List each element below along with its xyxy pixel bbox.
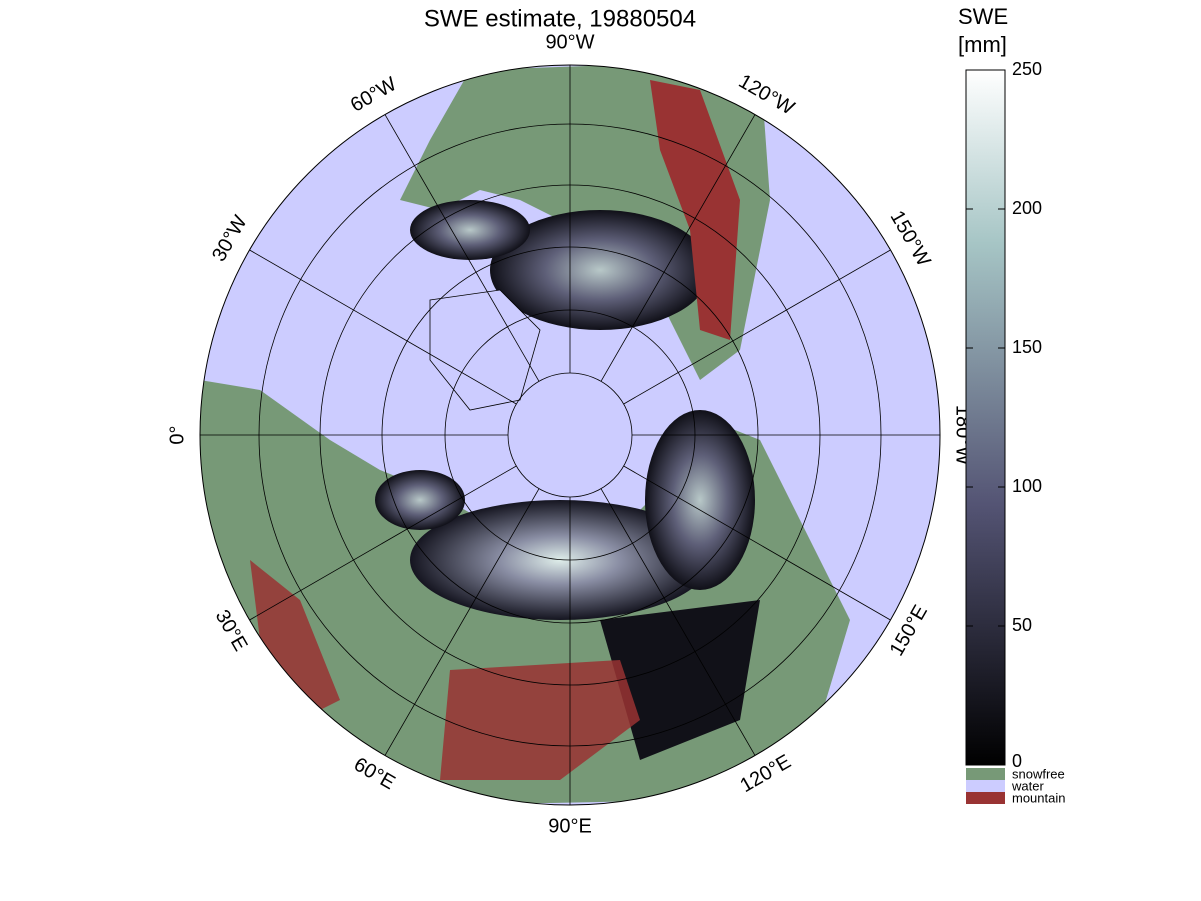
mountain <box>650 80 740 340</box>
meridian <box>384 114 540 382</box>
legend-label: water <box>1011 778 1044 793</box>
tick-label: 250 <box>1012 59 1042 79</box>
snow-cover <box>410 200 530 260</box>
legend-label: snowfree <box>1012 766 1065 781</box>
meridian-label: 0° <box>166 425 188 444</box>
legend-swatch <box>966 780 1005 792</box>
snow-cover <box>490 210 710 330</box>
snow-cover <box>645 410 755 590</box>
meridian <box>623 249 891 405</box>
map-frame <box>199 64 941 806</box>
tick-label: 150 <box>1012 337 1042 357</box>
colorbar-label: [mm] <box>958 32 1007 57</box>
mountain <box>250 560 340 720</box>
colorbar-label: SWE <box>958 4 1008 29</box>
tick-label: 50 <box>1012 615 1032 635</box>
snow-cover <box>375 470 465 530</box>
legend-swatch <box>966 792 1005 804</box>
colorbar <box>965 69 1006 766</box>
meridian-label: 90°W <box>545 31 594 53</box>
meridian <box>384 488 540 756</box>
legend-swatch <box>966 768 1005 780</box>
meridian <box>600 114 756 382</box>
meridian <box>249 249 517 405</box>
tick-label: 0 <box>1012 751 1022 771</box>
map <box>200 65 940 805</box>
meridian <box>249 465 517 621</box>
title: SWE estimate, 19880504 <box>424 5 696 32</box>
meridian <box>623 465 891 621</box>
tick-label: 200 <box>1012 198 1042 218</box>
mountain <box>440 660 640 780</box>
legend-label: mountain <box>1012 790 1065 805</box>
tick-label: 100 <box>1012 476 1042 496</box>
meridian <box>600 488 756 756</box>
meridian-label: 90°E <box>548 815 592 837</box>
